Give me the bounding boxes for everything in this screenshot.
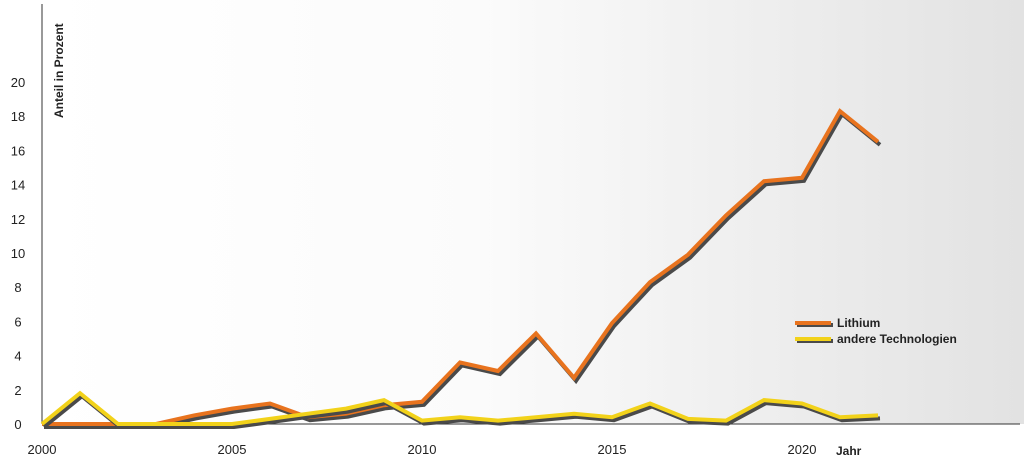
y-axis-title: Anteil in Prozent	[52, 23, 66, 118]
series-line-shadow	[42, 393, 881, 429]
y-tick-label: 12	[11, 212, 25, 227]
x-tick-label: 2010	[408, 442, 437, 457]
y-axis-ticks: 0 2 4 6 8 10 12 14 16 18 20	[11, 75, 25, 432]
x-tick-label: 2005	[218, 442, 247, 457]
x-axis-ticks: 2000 2005 2010 2015 2020	[28, 442, 817, 457]
y-tick-label: 0	[14, 417, 21, 432]
x-tick-label: 2000	[28, 442, 57, 457]
y-tick-label: 10	[11, 246, 25, 261]
y-tick-label: 16	[11, 143, 25, 158]
series-line	[40, 390, 879, 426]
y-tick-label: 6	[14, 314, 21, 329]
x-tick-label: 2020	[788, 442, 817, 457]
y-tick-label: 20	[11, 75, 25, 90]
y-tick-label: 8	[14, 280, 21, 295]
series-line	[42, 108, 880, 426]
legend-label: andere Technologien	[837, 332, 957, 346]
series-layer	[40, 108, 882, 429]
y-tick-label: 14	[11, 178, 25, 193]
series-1	[40, 390, 881, 429]
series-line-shadow	[44, 111, 882, 429]
legend: Lithium andere Technologien	[795, 316, 957, 346]
legend-label: Lithium	[837, 316, 880, 330]
plot-background	[42, 0, 1024, 424]
y-tick-label: 18	[11, 109, 25, 124]
series-0	[42, 108, 882, 429]
x-tick-label: 2015	[598, 442, 627, 457]
y-tick-label: 4	[14, 349, 21, 364]
x-axis-title: Jahr	[836, 444, 862, 458]
y-tick-label: 2	[14, 383, 21, 398]
